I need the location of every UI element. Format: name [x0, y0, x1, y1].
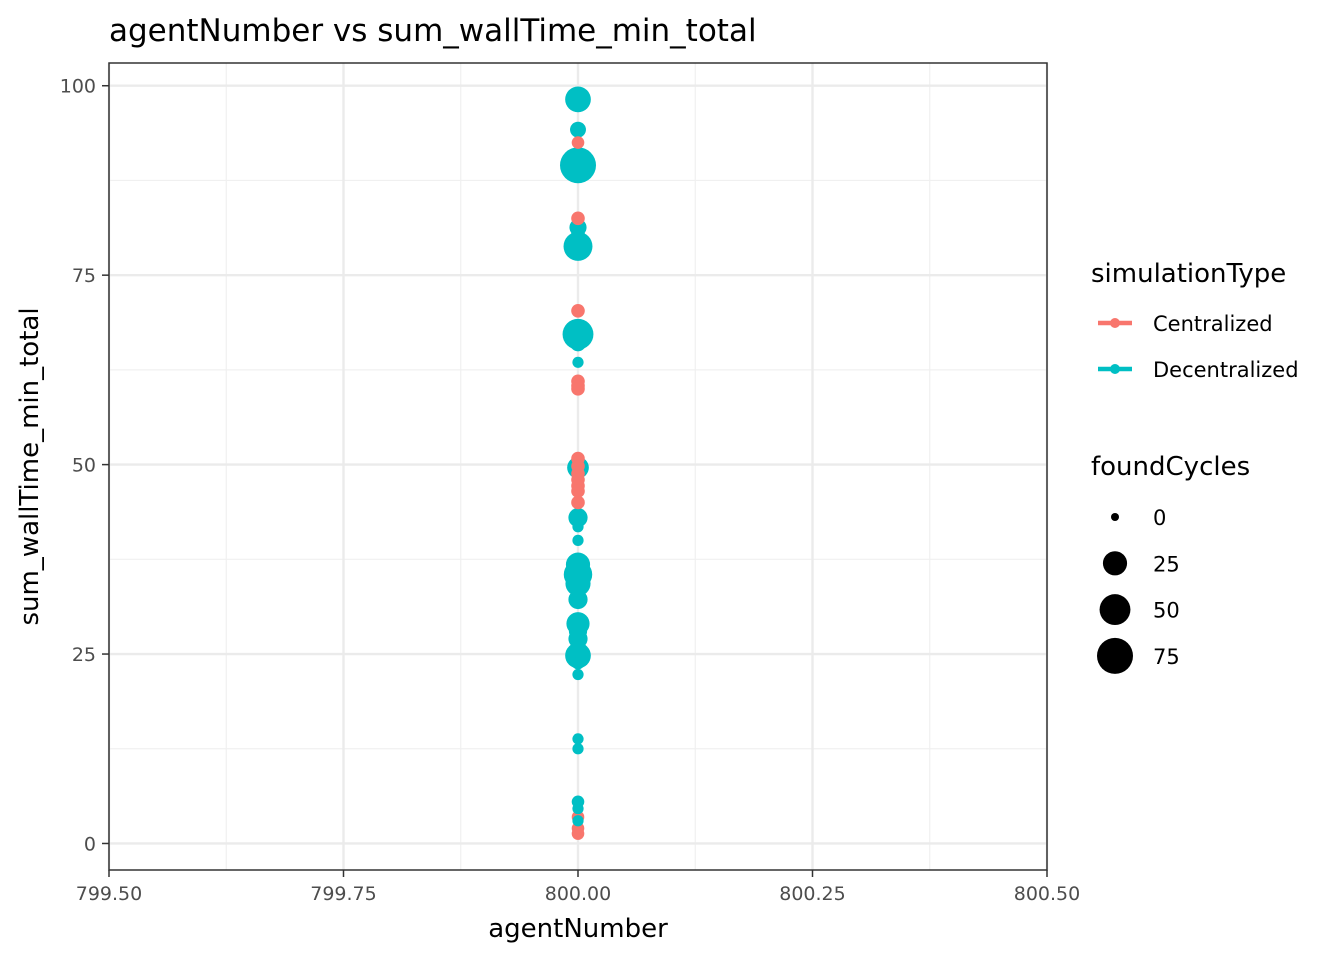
data-point-decentralized: [570, 612, 586, 628]
data-point-decentralized: [568, 622, 588, 641]
data-point-decentralized: [572, 803, 584, 815]
legend-title-found-cycles: foundCycles: [1091, 452, 1250, 482]
data-point-decentralized: [565, 571, 591, 597]
x-tick-label: 800.00: [545, 883, 611, 905]
x-tick-label: 800.25: [779, 883, 845, 905]
data-point-decentralized: [572, 815, 584, 827]
legend-size-key: [1102, 551, 1128, 576]
data-point-decentralized: [572, 534, 584, 546]
data-point-centralized: [571, 136, 585, 149]
legend-label: 75: [1153, 645, 1180, 669]
data-point-centralized: [571, 495, 585, 510]
x-axis: 799.50 799.75 800.00 800.25 800.50: [76, 870, 1080, 905]
x-tick-label: 799.50: [76, 883, 142, 905]
legend-found-cycles: foundCycles 0 25 50 75: [1091, 452, 1250, 674]
data-point-decentralized: [560, 147, 596, 184]
legend-label: 25: [1153, 552, 1180, 576]
data-point-decentralized: [565, 552, 591, 577]
y-tick-label: 25: [72, 644, 96, 666]
y-axis-title: sum_wallTime_min_total: [15, 307, 45, 625]
y-tick-label: 50: [72, 455, 96, 477]
legend-label: 0: [1153, 506, 1166, 530]
legend-size-key: [1097, 637, 1133, 674]
data-point-decentralized: [572, 668, 584, 681]
data-point-centralized: [571, 827, 585, 840]
data-point-centralized: [571, 303, 585, 318]
data-point-decentralized: [565, 642, 591, 669]
data-point-decentralized: [571, 226, 585, 241]
y-tick-label: 100: [60, 76, 96, 98]
legend-size-key: [1111, 513, 1119, 521]
legend-key-point: [1110, 364, 1120, 374]
data-points: [560, 86, 596, 840]
chart-title: agentNumber vs sum_wallTime_min_total: [109, 13, 757, 49]
legend-label: Decentralized: [1153, 358, 1299, 382]
data-point-decentralized: [570, 335, 586, 352]
data-point-decentralized: [572, 356, 584, 368]
data-point-decentralized: [572, 743, 584, 755]
data-point-decentralized: [572, 521, 584, 533]
data-point-decentralized: [568, 589, 588, 610]
data-point-centralized: [571, 382, 585, 396]
legend-size-key: [1099, 594, 1131, 626]
legend-label: 50: [1153, 599, 1180, 623]
legend-label: Centralized: [1153, 312, 1273, 336]
data-point-decentralized: [570, 121, 586, 138]
data-point-decentralized: [565, 86, 591, 113]
x-axis-title: agentNumber: [488, 914, 668, 944]
y-axis: 0 25 50 75 100: [60, 76, 109, 855]
legend-simulation-type: simulationType Centralized Decentralized: [1091, 259, 1299, 382]
y-tick-label: 0: [84, 833, 96, 855]
data-point-centralized: [571, 211, 585, 226]
legend-title-simulation-type: simulationType: [1091, 259, 1286, 289]
y-tick-label: 75: [72, 265, 96, 287]
data-point-decentralized: [571, 656, 585, 670]
legend-key-point: [1110, 318, 1120, 328]
data-point-centralized: [571, 484, 585, 498]
data-point-decentralized: [572, 733, 584, 745]
x-tick-label: 799.75: [310, 883, 376, 905]
data-point-decentralized: [568, 508, 588, 528]
x-tick-label: 800.50: [1014, 883, 1080, 905]
data-point-decentralized: [563, 231, 593, 261]
